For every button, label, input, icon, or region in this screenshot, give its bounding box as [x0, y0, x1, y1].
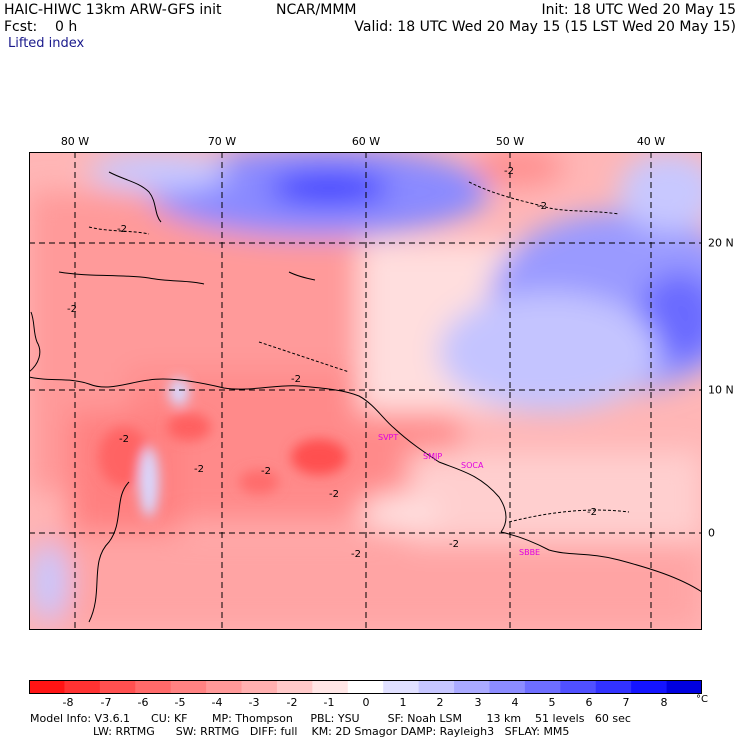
colorbar-swatch [206, 680, 243, 694]
colorbar-swatch [595, 680, 632, 694]
contour-label: -2 [194, 464, 204, 475]
forecast-hour: Fcst: 0 h [4, 19, 78, 35]
colorbar-swatch [312, 680, 349, 694]
colorbar-tick: 7 [622, 696, 630, 709]
colorbar-tick: 4 [511, 696, 519, 709]
station-label: SVPT [378, 433, 398, 442]
contour-label: -2 [261, 466, 271, 477]
contour-label: -2 [67, 304, 77, 315]
colorbar-swatch [631, 680, 668, 694]
colorbar-tick: -1 [323, 696, 335, 709]
colorbar-tick: 6 [585, 696, 593, 709]
contour-label: -2 [117, 224, 127, 235]
colorbar [29, 680, 702, 694]
colorbar-unit: °C [696, 694, 708, 705]
contour-label: -2 [537, 201, 547, 212]
colorbar-swatch [64, 680, 101, 694]
colorbar-swatch [241, 680, 278, 694]
station-label: SMJP [423, 452, 442, 461]
colorbar-swatch [489, 680, 526, 694]
lon-label-70w: 70 W [207, 135, 237, 148]
colorbar-tick: 2 [436, 696, 444, 709]
contour-label: -2 [119, 434, 129, 445]
contour-label: -2 [449, 539, 459, 550]
colorbar-tick: 5 [548, 696, 556, 709]
organization: NCAR/MMM [276, 2, 357, 18]
contour-lines [88, 181, 630, 523]
model-info-line-1: Model Info: V3.6.1 CU: KF MP: Thompson P… [30, 712, 631, 725]
lat-lon-grid [29, 152, 702, 630]
lon-label-80w: 80 W [60, 135, 90, 148]
contour-label: -2 [291, 374, 301, 385]
lat-label-10n: 10 N [708, 383, 734, 397]
colorbar-tick: 1 [399, 696, 407, 709]
lon-label-40w: 40 W [636, 135, 666, 148]
colorbar-frame [29, 680, 702, 694]
lon-label-60w: 60 W [351, 135, 381, 148]
colorbar-swatch [560, 680, 597, 694]
colorbar-tick: 0 [362, 696, 370, 709]
lon-label-50w: 50 W [495, 135, 525, 148]
colorbar-tick: -2 [286, 696, 298, 709]
field-name: Lifted index [8, 36, 85, 51]
contour-label: -2 [329, 489, 339, 500]
lat-label-20n: 20 N [708, 236, 734, 250]
colorbar-tick: 3 [474, 696, 482, 709]
colorbar-tick: -6 [137, 696, 149, 709]
colorbar-swatch [666, 680, 702, 694]
colorbar-swatch [418, 680, 455, 694]
coastlines [29, 171, 702, 623]
colorbar-swatch [276, 680, 313, 694]
colorbar-tick: -8 [62, 696, 74, 709]
colorbar-tick: -5 [174, 696, 186, 709]
station-label: SOCA [461, 461, 484, 470]
colorbar-tick: -7 [100, 696, 112, 709]
colorbar-swatch [383, 680, 420, 694]
map-frame [29, 152, 702, 630]
colorbar-tick: 8 [660, 696, 668, 709]
colorbar-swatch [454, 680, 490, 694]
colorbar-swatch [29, 680, 65, 694]
colorbar-swatch [524, 680, 561, 694]
convective-cores [99, 378, 347, 517]
colorbar-tick: -4 [211, 696, 223, 709]
contour-label: -2 [587, 507, 597, 518]
model-title: HAIC-HIWC 13km ARW-GFS init [4, 2, 222, 18]
contour-label: -2 [504, 166, 514, 177]
init-time: Init: 18 UTC Wed 20 May 15 [541, 2, 736, 18]
contour-label: -2 [351, 549, 361, 560]
colorbar-swatch [170, 680, 207, 694]
station-label: SBBE [519, 548, 540, 557]
lifted-index-map: -2 -2 -2 -2 -2 -2 -2 -2 -2 -2 -2 -2 SVPT… [29, 152, 702, 630]
colorbar-tick: -3 [248, 696, 260, 709]
colorbar-swatch [99, 680, 136, 694]
colorbar-swatch [347, 680, 384, 694]
colorbar-swatch [135, 680, 172, 694]
lat-label-0: 0 [708, 526, 715, 540]
model-info-line-2: LW: RRTMG SW: RRTMG DIFF: full KM: 2D Sm… [30, 725, 570, 738]
valid-time: Valid: 18 UTC Wed 20 May 15 (15 LST Wed … [354, 19, 736, 35]
